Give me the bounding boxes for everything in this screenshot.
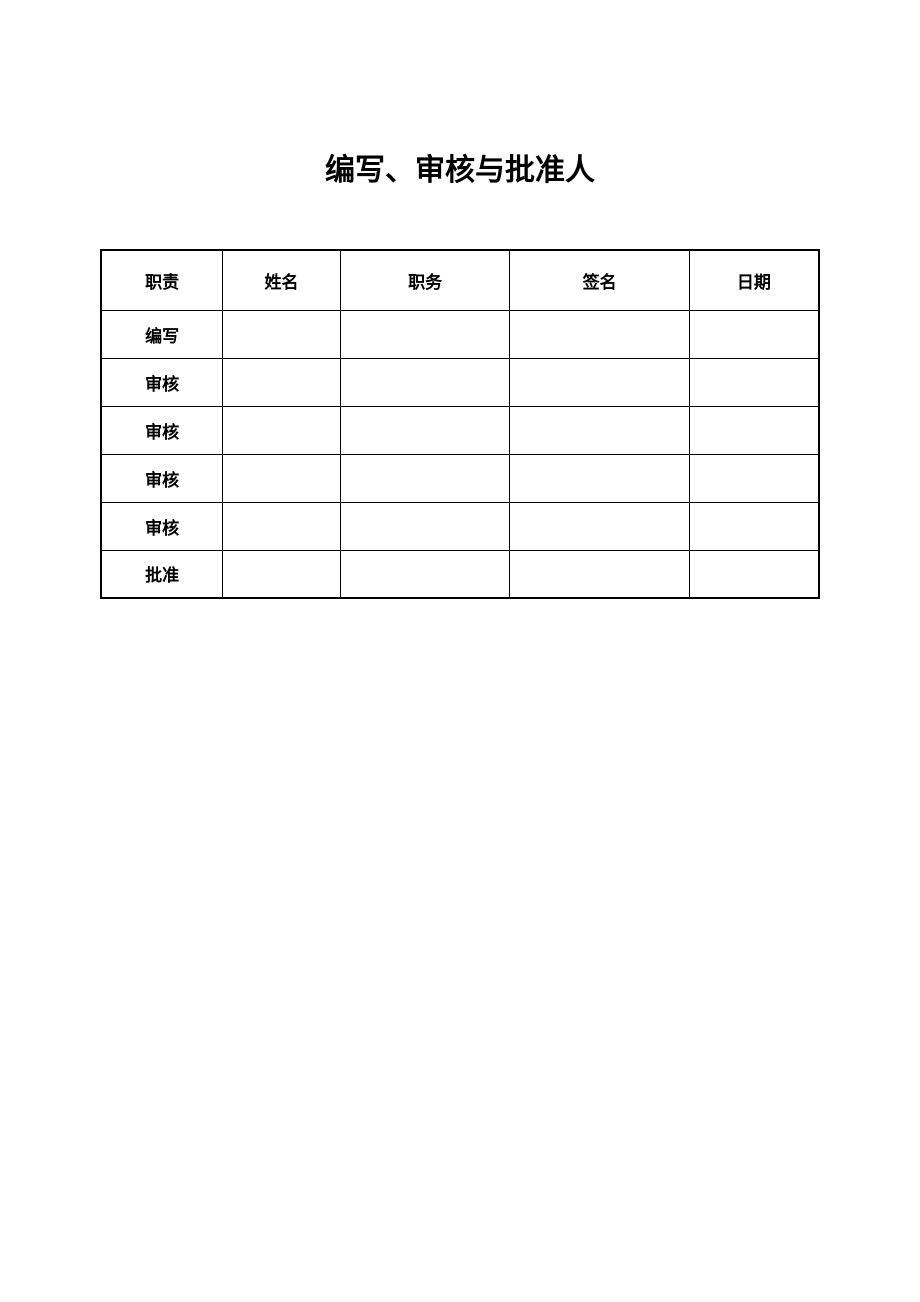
cell-signature (510, 358, 689, 406)
cell-signature (510, 502, 689, 550)
cell-name (223, 406, 341, 454)
cell-signature (510, 310, 689, 358)
cell-name (223, 310, 341, 358)
cell-position (340, 358, 510, 406)
col-header-signature: 签名 (510, 250, 689, 310)
cell-role: 批准 (101, 550, 223, 598)
cell-date (689, 454, 819, 502)
cell-name (223, 550, 341, 598)
cell-role: 审核 (101, 454, 223, 502)
col-header-position: 职务 (340, 250, 510, 310)
col-header-date: 日期 (689, 250, 819, 310)
cell-name (223, 454, 341, 502)
cell-role: 编写 (101, 310, 223, 358)
cell-date (689, 358, 819, 406)
cell-name (223, 358, 341, 406)
cell-role: 审核 (101, 406, 223, 454)
cell-signature (510, 454, 689, 502)
cell-position (340, 310, 510, 358)
table-row: 审核 (101, 502, 819, 550)
cell-role: 审核 (101, 502, 223, 550)
table-row: 编写 (101, 310, 819, 358)
cell-position (340, 454, 510, 502)
cell-signature (510, 550, 689, 598)
cell-date (689, 310, 819, 358)
table-row: 批准 (101, 550, 819, 598)
cell-date (689, 550, 819, 598)
table-row: 审核 (101, 358, 819, 406)
approval-table: 职责 姓名 职务 签名 日期 编写 审核 审核 (100, 249, 820, 599)
col-header-role: 职责 (101, 250, 223, 310)
table-row: 审核 (101, 406, 819, 454)
cell-position (340, 502, 510, 550)
cell-name (223, 502, 341, 550)
cell-position (340, 406, 510, 454)
cell-position (340, 550, 510, 598)
table-header-row: 职责 姓名 职务 签名 日期 (101, 250, 819, 310)
cell-signature (510, 406, 689, 454)
col-header-name: 姓名 (223, 250, 341, 310)
page-title: 编写、审核与批准人 (0, 145, 920, 189)
cell-date (689, 502, 819, 550)
cell-date (689, 406, 819, 454)
cell-role: 审核 (101, 358, 223, 406)
table-row: 审核 (101, 454, 819, 502)
